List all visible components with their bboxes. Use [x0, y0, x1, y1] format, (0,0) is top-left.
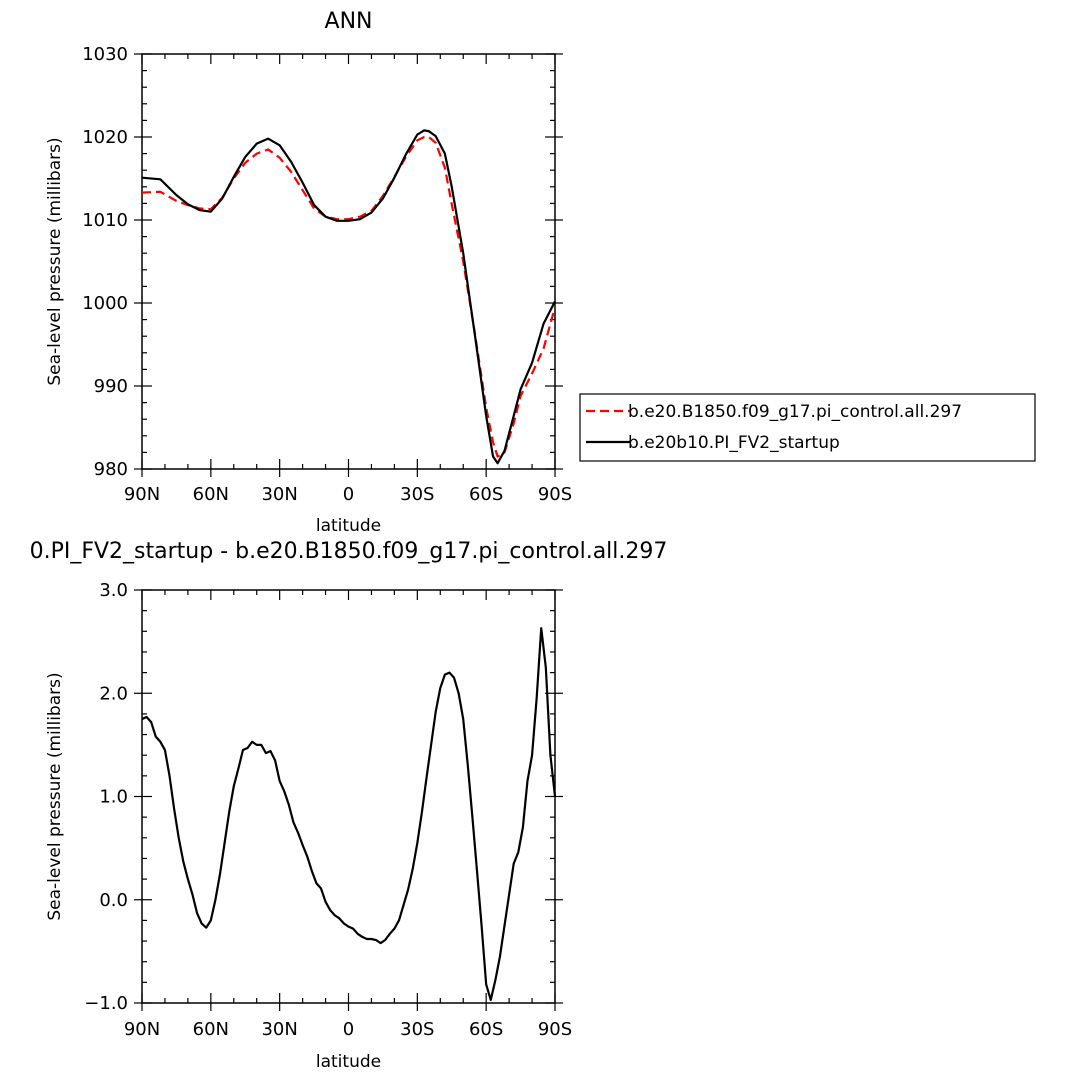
x-tick-label: 60N [193, 484, 229, 505]
y-tick-label: 2.0 [99, 683, 128, 704]
series-line-1 [141, 135, 557, 458]
x-tick-label: 90N [124, 484, 160, 505]
x-tick-label: 90S [538, 484, 572, 505]
y-tick-label: 1.0 [99, 787, 128, 808]
legend-box [579, 393, 1036, 462]
y-tick-label: 980 [94, 459, 128, 480]
legend-label: b.e20b10.PI_FV2_startup [628, 433, 840, 453]
y-tick-label: 1020 [82, 127, 128, 148]
x-tick-label: 60N [193, 1019, 229, 1040]
legend-label: b.e20.B1850.f09_g17.pi_control.all.297 [628, 402, 962, 422]
series-line-2 [141, 129, 556, 465]
y-axis-label: Sea-level pressure (millibars) [45, 137, 65, 385]
y-tick-label: 3.0 [99, 580, 128, 601]
x-tick-label: 30S [400, 484, 434, 505]
y-tick-label: 990 [94, 376, 128, 397]
x-tick-label: 60S [469, 1019, 503, 1040]
y-tick-label: 1000 [82, 293, 128, 314]
plot-frame [141, 53, 556, 470]
x-tick-label: 60S [469, 484, 503, 505]
series-line-1 [141, 627, 557, 1001]
x-tick-label: 30N [261, 1019, 297, 1040]
x-tick-label: 30S [400, 1019, 434, 1040]
x-tick-label: 90N [124, 1019, 160, 1040]
x-tick-label: 0 [343, 484, 354, 505]
chart-title: ANN [325, 9, 373, 34]
y-tick-label: 1010 [82, 210, 128, 231]
x-axis-label: latitude [316, 1052, 381, 1072]
x-tick-label: 90S [538, 1019, 572, 1040]
x-tick-label: 30N [261, 484, 297, 505]
x-axis-label: latitude [316, 516, 381, 536]
y-tick-label: 0.0 [99, 890, 128, 911]
plot-frame [141, 589, 556, 1004]
y-tick-label: 1030 [82, 44, 128, 65]
y-axis-label: Sea-level pressure (millibars) [45, 672, 65, 920]
chart-title: 0.PI_FV2_startup - b.e20.B1850.f09_g17.p… [30, 539, 668, 564]
y-tick-label: −1.0 [84, 993, 128, 1014]
x-tick-label: 0 [343, 1019, 354, 1040]
